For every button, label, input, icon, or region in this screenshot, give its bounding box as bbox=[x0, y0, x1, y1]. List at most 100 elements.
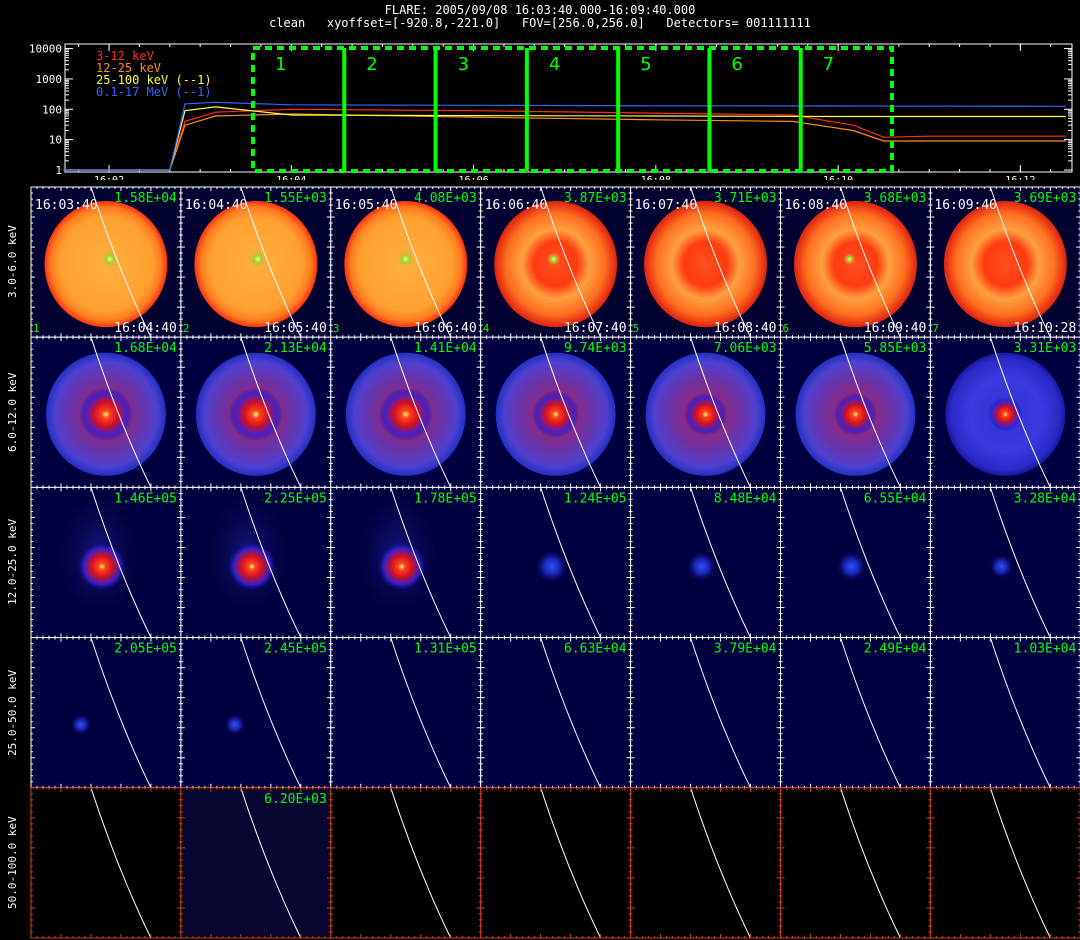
interval-number-1: 1 bbox=[275, 54, 286, 75]
peak-value: 3.79E+04 bbox=[714, 642, 777, 657]
end-time: 16:08:40 bbox=[714, 321, 777, 336]
interval-number-4: 4 bbox=[549, 54, 560, 75]
panel-bg bbox=[630, 787, 781, 938]
solar-limb bbox=[989, 337, 1051, 488]
panel-bg bbox=[31, 787, 181, 938]
legend-entry-2: 12-25 keV bbox=[96, 61, 161, 75]
x-tick-label: 16:08 bbox=[641, 175, 671, 180]
solar-limb bbox=[90, 186, 152, 338]
panel-bg bbox=[330, 787, 481, 938]
end-time: 16:10:28 bbox=[1014, 321, 1077, 336]
panel-bg bbox=[780, 637, 931, 788]
peak-value: 1.55E+03 bbox=[264, 191, 327, 206]
x-tick-label: 16:12 bbox=[1005, 175, 1035, 180]
panel-r2-c1: 1.68E+04 bbox=[30, 336, 182, 488]
solar-limb bbox=[240, 186, 302, 338]
panel-r4-c5: 3.79E+04 bbox=[630, 637, 781, 789]
peak-value: 1.78E+05 bbox=[414, 491, 477, 506]
interval-number-6: 6 bbox=[731, 54, 742, 75]
solar-limb bbox=[839, 337, 901, 488]
panel-r5-c1 bbox=[30, 787, 182, 939]
peak-value: 3.69E+03 bbox=[1014, 191, 1077, 206]
series-line-1 bbox=[63, 108, 1066, 171]
panel-r5-c6 bbox=[780, 787, 931, 939]
panel-bg bbox=[630, 637, 781, 788]
solar-limb bbox=[839, 186, 901, 338]
start-time: 16:03:40 bbox=[35, 198, 98, 213]
solar-limb bbox=[540, 337, 602, 488]
panel-r3-c6: 6.55E+04 bbox=[780, 486, 931, 639]
peak-value: 3.87E+03 bbox=[564, 191, 627, 206]
solar-limb bbox=[240, 487, 302, 638]
panel-r5-c3 bbox=[330, 787, 482, 939]
y-tick-label: 10 bbox=[49, 134, 62, 147]
interval-index: 6 bbox=[783, 322, 790, 335]
core bbox=[837, 552, 866, 581]
lightcurve-plot: 1 10 100 1000 10000 16:02 16:04 16:06 16:08 16:10… bbox=[29, 43, 1073, 180]
solar-limb bbox=[390, 337, 452, 488]
panel-r3-c5: 8.48E+04 bbox=[630, 486, 781, 639]
panel-r4-c2: 2.45E+05 bbox=[180, 637, 332, 789]
panel-r2-c4: 9.74E+03 bbox=[480, 336, 632, 488]
x-tick-label: 16:04 bbox=[276, 175, 306, 180]
panel-r2-c3: 1.41E+04 bbox=[330, 336, 482, 488]
peak-value: 3.68E+03 bbox=[864, 191, 927, 206]
y-tick-label: 100 bbox=[42, 103, 62, 116]
start-time: 16:05:40 bbox=[335, 198, 398, 213]
core bbox=[834, 392, 877, 436]
peak-value: 6.63E+04 bbox=[564, 642, 627, 657]
solar-limb bbox=[90, 637, 152, 789]
interval-number-2: 2 bbox=[366, 54, 377, 75]
panel-r1-c6: 3.68E+03 16:08:40 16:09:40 6 bbox=[780, 186, 931, 338]
panel-r1-c5: 3.71E+03 16:07:40 16:08:40 5 bbox=[630, 186, 781, 338]
solar-limb bbox=[390, 487, 452, 638]
end-time: 16:09:40 bbox=[864, 321, 927, 336]
solar-limb bbox=[690, 637, 751, 789]
panel-bg bbox=[780, 787, 931, 938]
solar-limb bbox=[690, 787, 751, 939]
row-label-1: 3.0-6.0 keV bbox=[6, 225, 19, 299]
interval-index: 4 bbox=[483, 322, 490, 335]
panel-r3-c7: 3.28E+04 bbox=[929, 486, 1080, 639]
core bbox=[535, 550, 568, 583]
core bbox=[79, 387, 133, 442]
panel-r3-c1: 1.46E+05 bbox=[30, 486, 182, 639]
peak-value: 2.13E+04 bbox=[264, 341, 327, 356]
panel-r4-c4: 6.63E+04 bbox=[480, 637, 632, 789]
disk bbox=[793, 201, 917, 328]
panel-r1-c2: 1.55E+03 16:04:40 16:05:40 2 bbox=[180, 186, 332, 338]
peak-value: 8.48E+04 bbox=[714, 491, 777, 506]
core bbox=[532, 390, 580, 438]
core bbox=[248, 249, 268, 269]
end-time: 16:06:40 bbox=[414, 321, 477, 336]
core bbox=[547, 252, 561, 266]
panel-r1-c4: 3.87E+03 16:06:40 16:07:40 4 bbox=[480, 186, 632, 338]
panel-r3-c3: 1.78E+05 bbox=[330, 486, 482, 639]
y-tick-label: 1 bbox=[55, 164, 62, 177]
interval-number-7: 7 bbox=[823, 54, 834, 75]
core bbox=[989, 554, 1013, 579]
core bbox=[396, 249, 416, 269]
legend-entry-1: 3-12 keV bbox=[96, 49, 154, 63]
peak-value: 1.41E+04 bbox=[414, 341, 477, 356]
solar-limb bbox=[540, 487, 602, 638]
solar-limb bbox=[240, 337, 302, 488]
legend-entry-4: 0.1-17 MeV (--1) bbox=[96, 85, 212, 99]
peak-value: 7.06E+03 bbox=[714, 341, 777, 356]
panel-r5-c4 bbox=[480, 787, 632, 939]
row-label-4: 25.0-50.0 keV bbox=[6, 669, 19, 756]
solar-limb bbox=[240, 787, 302, 939]
solar-limb bbox=[989, 637, 1051, 789]
solar-limb bbox=[989, 787, 1051, 939]
panel-bg bbox=[180, 637, 331, 788]
legend-entry-3: 25-100 keV (--1) bbox=[96, 73, 212, 87]
peak-value: 2.25E+05 bbox=[264, 491, 327, 506]
series-line-4 bbox=[63, 101, 1066, 171]
panel-r1-c7: 3.69E+03 16:09:40 16:10:28 7 bbox=[929, 186, 1080, 338]
peak-value: 3.71E+03 bbox=[714, 191, 777, 206]
panel-frame bbox=[929, 787, 1080, 939]
panel-r3-c2: 2.25E+05 bbox=[180, 486, 332, 639]
panel-bg bbox=[930, 787, 1080, 938]
solar-limb bbox=[90, 337, 152, 488]
